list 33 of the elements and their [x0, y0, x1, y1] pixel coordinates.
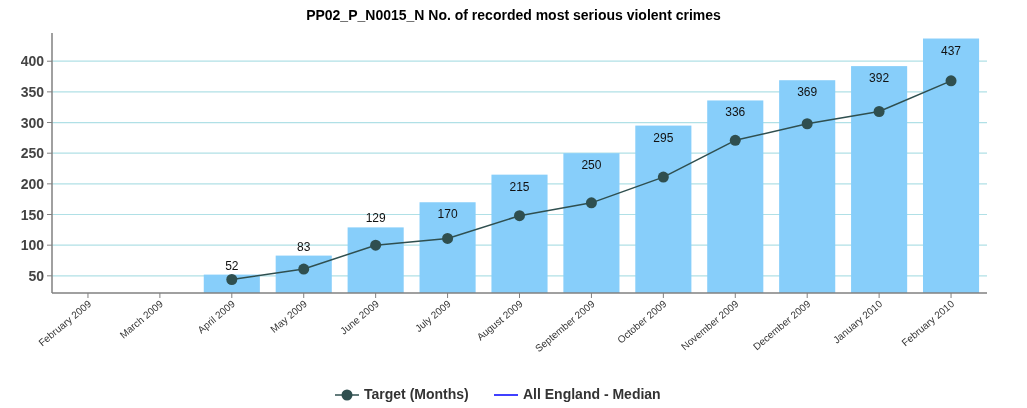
point	[442, 232, 454, 244]
point	[657, 171, 669, 183]
y-tick-label: 350	[20, 83, 45, 100]
data-label: 215	[509, 179, 530, 194]
point	[370, 239, 382, 251]
point	[945, 75, 957, 87]
y-tick-label: 50	[28, 267, 45, 284]
data-label: 295	[653, 130, 674, 145]
point	[873, 105, 885, 117]
data-label: 250	[581, 158, 602, 173]
y-tick-label: 300	[20, 114, 45, 131]
point	[298, 263, 310, 275]
y-tick-label: 250	[20, 145, 45, 162]
data-label: 129	[365, 211, 386, 226]
chart-title: PP02_P_N0015_N No. of recorded most serious violent crimes	[306, 7, 722, 23]
legend-label: Target (Months)	[364, 386, 469, 402]
data-label: 437	[941, 43, 962, 58]
point	[585, 197, 597, 209]
y-tick-label: 150	[20, 206, 45, 223]
point	[729, 134, 741, 146]
legend-label: All England - Median	[523, 386, 661, 402]
data-label: 369	[797, 85, 818, 100]
point	[514, 210, 525, 222]
data-label: 170	[437, 207, 458, 222]
data-label: 336	[725, 105, 746, 120]
y-tick-label: 200	[20, 175, 45, 192]
point	[226, 274, 238, 286]
data-label: 392	[869, 71, 890, 86]
y-tick-label: 100	[20, 237, 45, 254]
data-label: 83	[297, 239, 311, 254]
data-label: 52	[225, 258, 239, 273]
point	[801, 118, 813, 130]
y-tick-label: 400	[20, 53, 45, 70]
